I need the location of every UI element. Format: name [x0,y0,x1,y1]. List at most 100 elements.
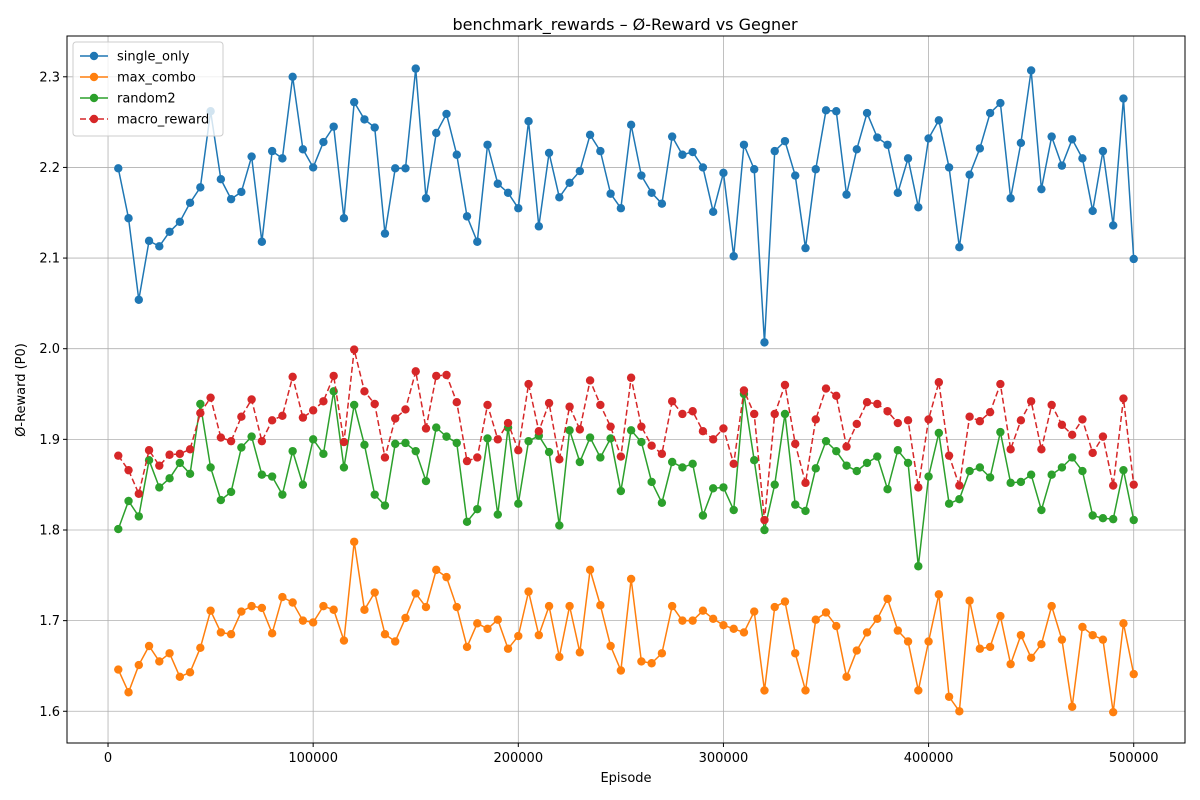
data-point [247,601,256,611]
data-point [339,463,349,472]
data-point [780,597,790,606]
data-point [442,370,451,380]
data-point [780,136,790,146]
data-point [852,419,861,429]
data-point [411,367,420,376]
data-point [473,453,482,462]
data-point [975,144,985,153]
data-point [637,171,646,180]
data-point [411,64,420,73]
data-point [996,427,1005,437]
data-point [791,500,800,509]
x-axis-label: Episode [600,771,651,786]
data-point [380,229,390,238]
data-point [698,163,708,172]
data-point [821,436,831,446]
series-line-macro_reward [117,349,1135,521]
data-point [401,613,410,623]
data-point [575,457,585,467]
data-point [329,122,338,131]
data-point [934,378,944,387]
data-point [493,435,502,444]
data-point [965,466,974,476]
data-point [575,166,585,176]
data-point [288,72,297,81]
data-point [391,439,400,449]
data-point [288,372,297,382]
data-point [811,615,820,624]
data-point [606,422,615,431]
data-point [401,164,410,173]
data-point [862,397,872,407]
data-point [267,472,277,481]
data-point [985,407,995,417]
data-point [514,631,523,641]
data-point [1098,146,1108,156]
data-point [842,190,851,199]
data-point [924,134,933,143]
data-point [585,376,595,385]
data-point [1109,707,1118,717]
data-point [493,615,502,624]
legend-label: max_combo [117,71,196,86]
data-point [565,402,574,411]
legend-label: single_only [117,50,190,65]
data-point [996,98,1005,108]
data-point [391,164,400,173]
data-point [339,213,349,223]
data-point [791,649,800,658]
data-point [473,237,482,246]
data-point [237,607,246,616]
legend-swatch-marker [89,93,99,103]
data-point [555,193,564,202]
data-point [791,171,800,180]
data-point [155,483,164,492]
legend-item-single_only: single_only [80,50,190,65]
data-point [524,117,533,126]
data-point [852,145,861,154]
data-point [226,194,236,204]
data-point [770,480,779,489]
data-point [1078,622,1087,632]
data-point [750,165,759,174]
data-point [339,636,349,645]
data-point [493,510,502,519]
data-point [965,412,974,421]
data-point [924,415,933,424]
data-point [247,152,256,161]
data-point [934,428,944,438]
data-point [114,164,123,173]
data-point [1016,630,1026,640]
x-tick-label: 0 [104,751,112,766]
series-line-single_only [117,68,1135,343]
data-point [883,407,892,416]
data-point [760,686,769,695]
data-point [914,483,923,492]
data-point [196,408,205,418]
data-point [544,447,554,457]
data-point [524,436,533,446]
data-point [770,146,779,156]
data-point [144,446,154,455]
data-point [698,606,708,615]
data-point [1078,154,1087,163]
data-point [298,145,308,154]
data-point [534,630,544,640]
data-point [688,459,697,469]
data-point [278,154,287,163]
data-point [1119,465,1128,475]
data-point [319,137,328,147]
data-point [257,436,267,446]
data-point [955,242,964,252]
data-point [226,630,236,639]
data-point [196,183,205,192]
data-point [370,588,379,597]
data-point [944,499,954,508]
data-point [267,416,277,425]
data-point [544,398,554,408]
data-point [360,115,369,124]
data-point [862,458,872,468]
data-point [452,150,461,159]
x-tick-label: 400000 [904,751,954,766]
data-point [237,412,246,421]
